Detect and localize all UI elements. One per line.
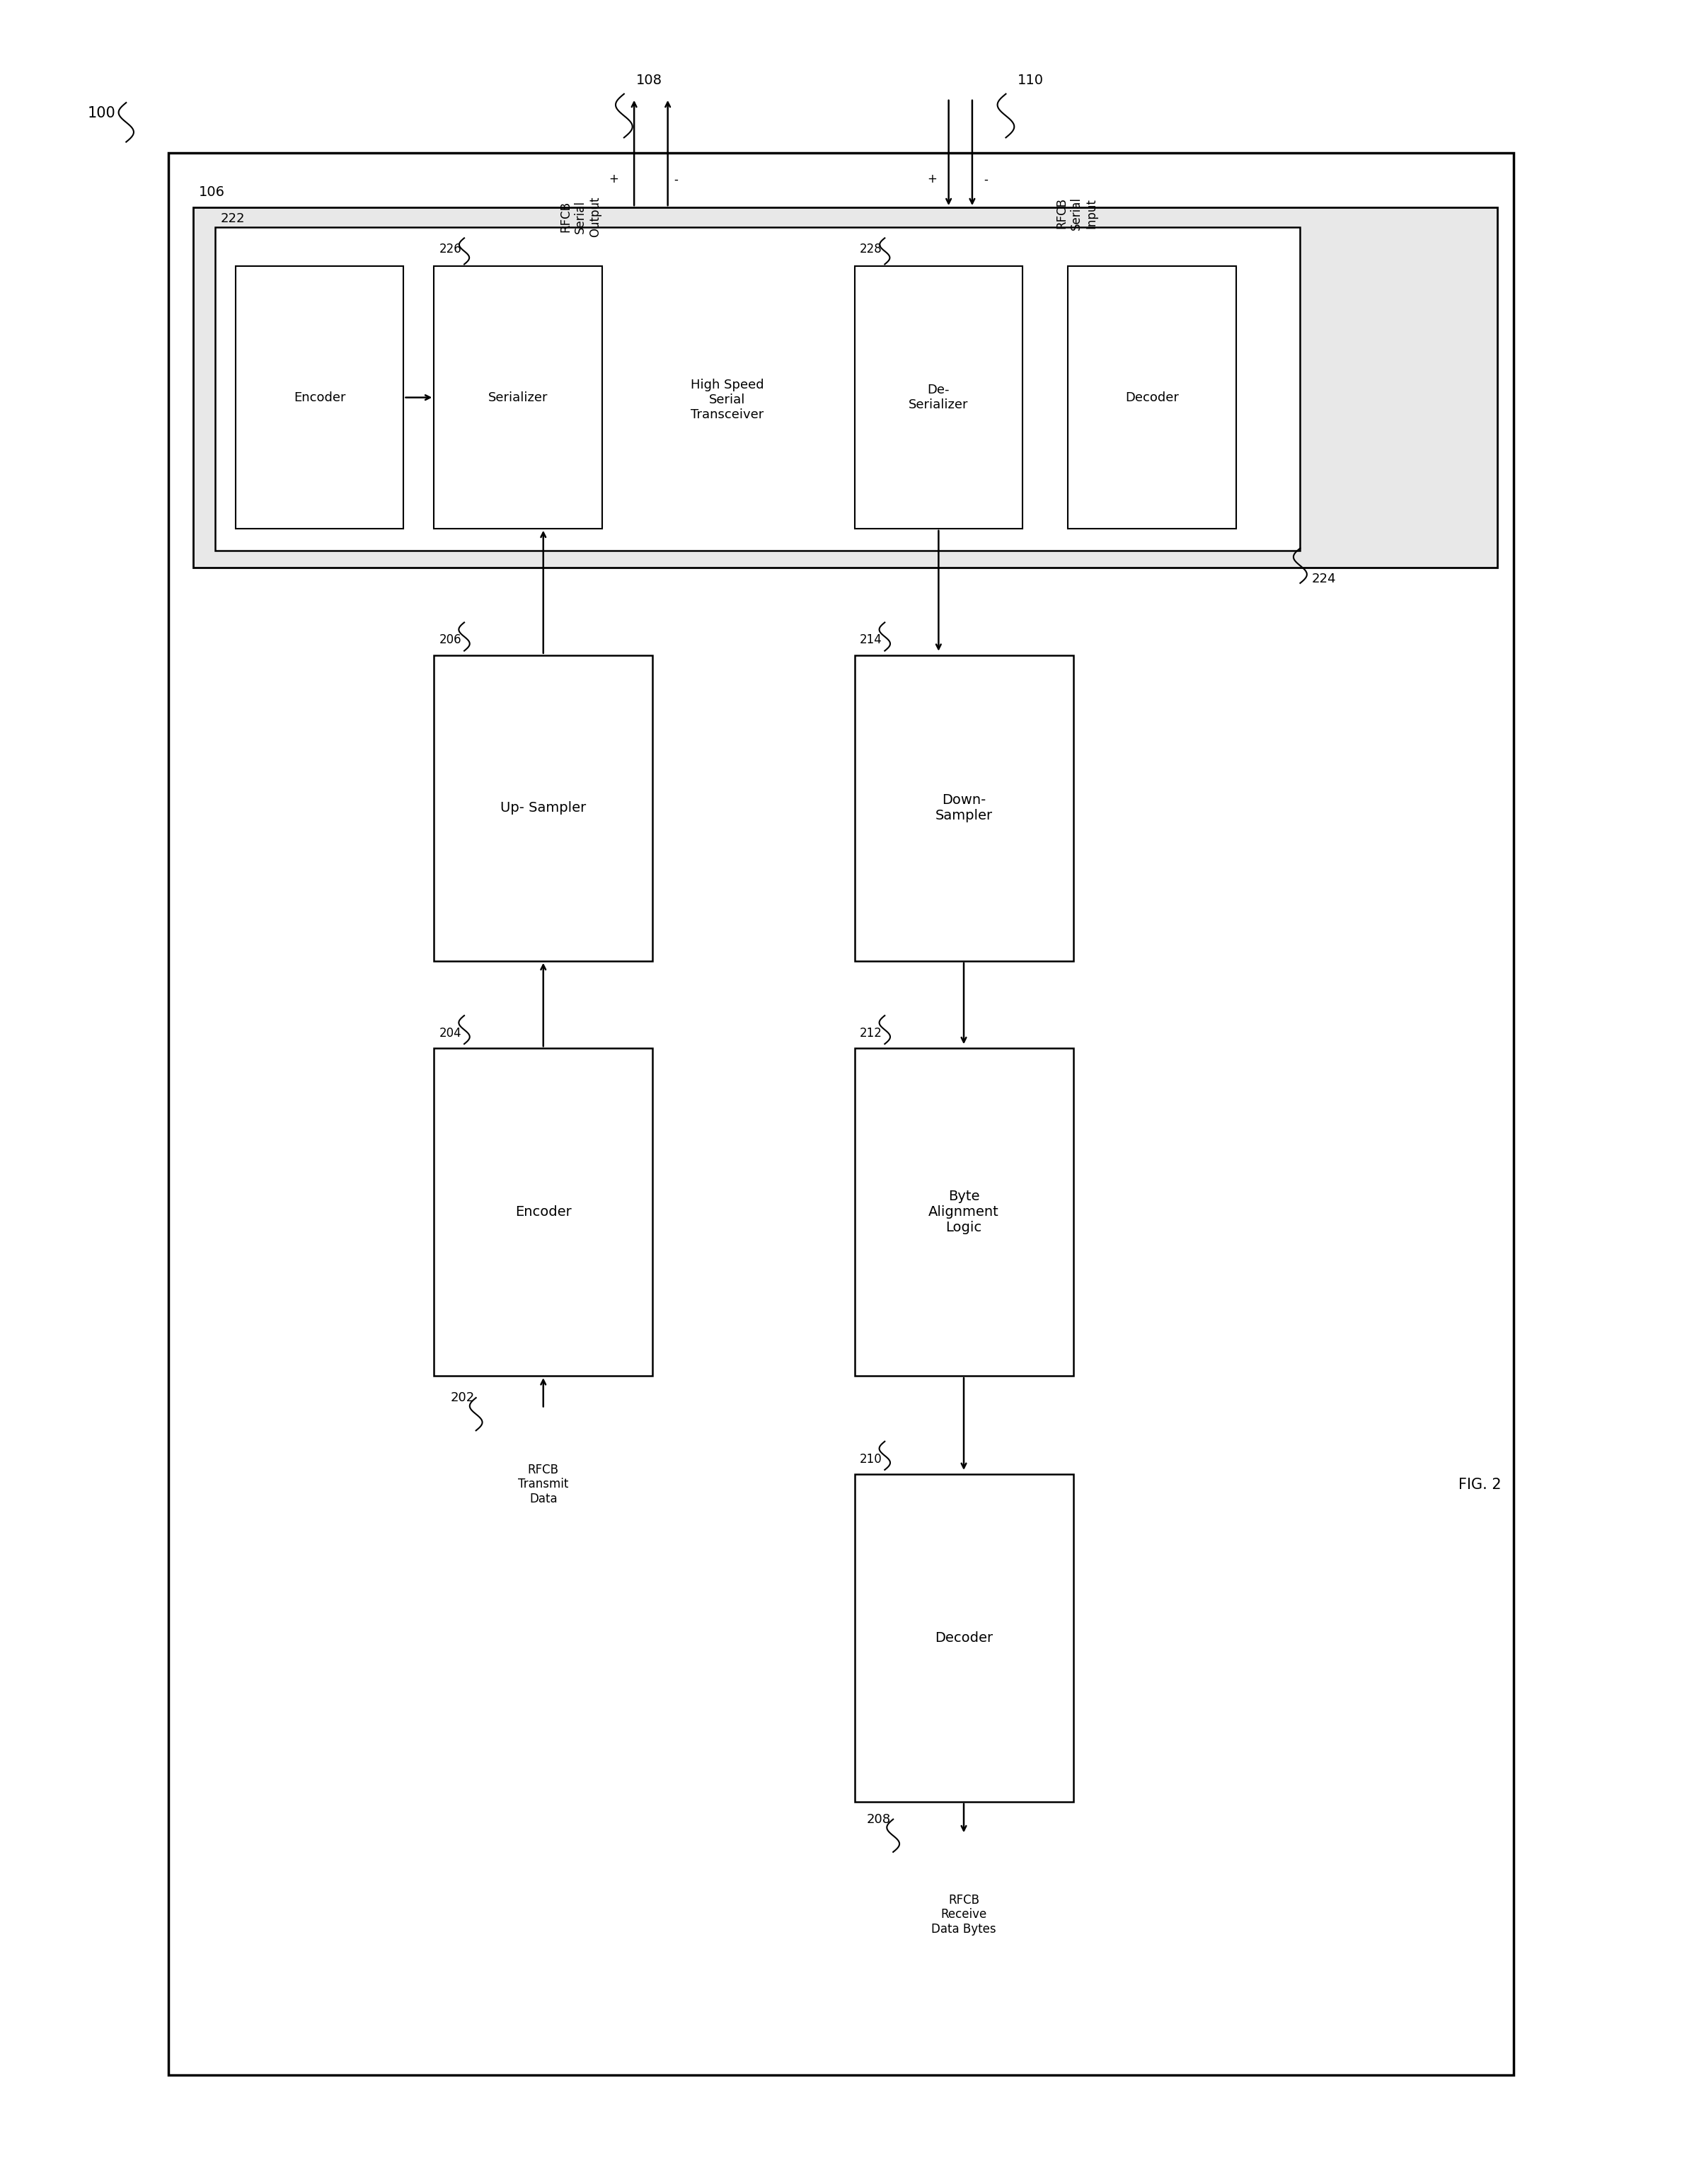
Bar [235, 266, 404, 529]
Bar [854, 266, 1023, 529]
Bar [168, 153, 1514, 2075]
Text: 222: 222 [220, 212, 246, 225]
Text: 206: 206 [439, 633, 461, 646]
Text: RFCB
Transmit
Data: RFCB Transmit Data [518, 1463, 569, 1505]
Text: 110: 110 [1018, 74, 1045, 87]
Text: 204: 204 [439, 1026, 461, 1040]
Text: Encoder: Encoder [515, 1206, 572, 1219]
Bar [434, 655, 653, 961]
Text: RFCB
Receive
Data Bytes: RFCB Receive Data Bytes [932, 1894, 996, 1935]
Text: Decoder: Decoder [935, 1631, 992, 1645]
Text: Up- Sampler: Up- Sampler [500, 802, 587, 815]
Text: 108: 108 [636, 74, 663, 87]
Bar [434, 1048, 653, 1376]
Text: RFCB
Serial
Input: RFCB Serial Input [1055, 197, 1098, 229]
Bar [434, 266, 602, 529]
Text: 214: 214 [860, 633, 881, 646]
Text: 100: 100 [87, 107, 116, 120]
Text: Encoder: Encoder [294, 391, 345, 404]
Bar [1068, 266, 1236, 529]
Text: Byte
Alignment
Logic: Byte Alignment Logic [928, 1190, 999, 1234]
Text: 212: 212 [860, 1026, 881, 1040]
Text: High Speed
Serial
Transceiver: High Speed Serial Transceiver [691, 378, 764, 422]
Text: Down-
Sampler: Down- Sampler [935, 793, 992, 823]
Text: 202: 202 [451, 1391, 474, 1404]
Bar [854, 1048, 1073, 1376]
Text: +: + [609, 173, 619, 186]
Text: 224: 224 [1312, 572, 1337, 585]
Text: 210: 210 [860, 1452, 881, 1465]
Text: Decoder: Decoder [1125, 391, 1179, 404]
Text: 208: 208 [866, 1813, 890, 1826]
Bar [854, 655, 1073, 961]
Bar [215, 227, 1300, 550]
Text: 228: 228 [860, 242, 881, 256]
Text: -: - [674, 173, 678, 186]
Text: Serializer: Serializer [488, 391, 548, 404]
Text: 106: 106 [198, 186, 225, 199]
Text: 226: 226 [439, 242, 461, 256]
Text: FIG. 2: FIG. 2 [1458, 1479, 1502, 1492]
Text: +: + [927, 173, 937, 186]
Text: -: - [984, 173, 987, 186]
Bar [193, 207, 1497, 568]
Text: De-
Serializer: De- Serializer [908, 384, 969, 411]
Text: RFCB
Serial
Output: RFCB Serial Output [558, 197, 602, 238]
Bar [854, 1474, 1073, 1802]
